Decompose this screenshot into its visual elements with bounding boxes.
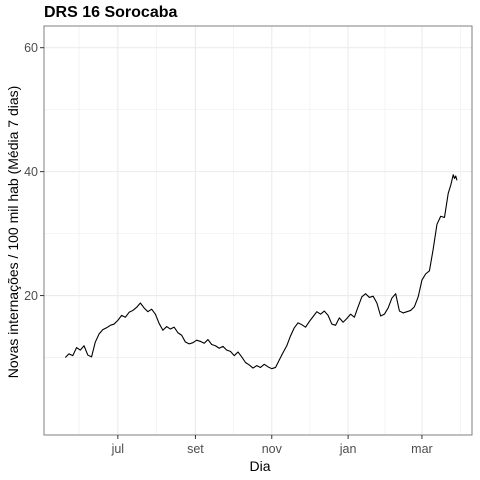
y-tick-label: 60 [24,41,38,55]
y-axis-title: Novas internações / 100 mil hab (Média 7… [5,86,21,379]
chart-title: DRS 16 Sorocaba [44,4,177,21]
y-tick-label: 40 [24,165,38,179]
plot-area: 20 40 60 jul set nov jan mar [24,25,473,456]
x-tick-label: jul [111,442,125,456]
x-tick-label: set [187,442,204,456]
x-tick-label: jan [339,442,357,456]
x-tick-label: nov [262,442,283,456]
x-tick-label: mar [411,442,433,456]
plot-panel [44,26,472,435]
panel-border [43,25,473,436]
y-tick-label: 20 [24,289,38,303]
x-axis-title: Dia [249,458,270,474]
series-line [64,174,458,370]
